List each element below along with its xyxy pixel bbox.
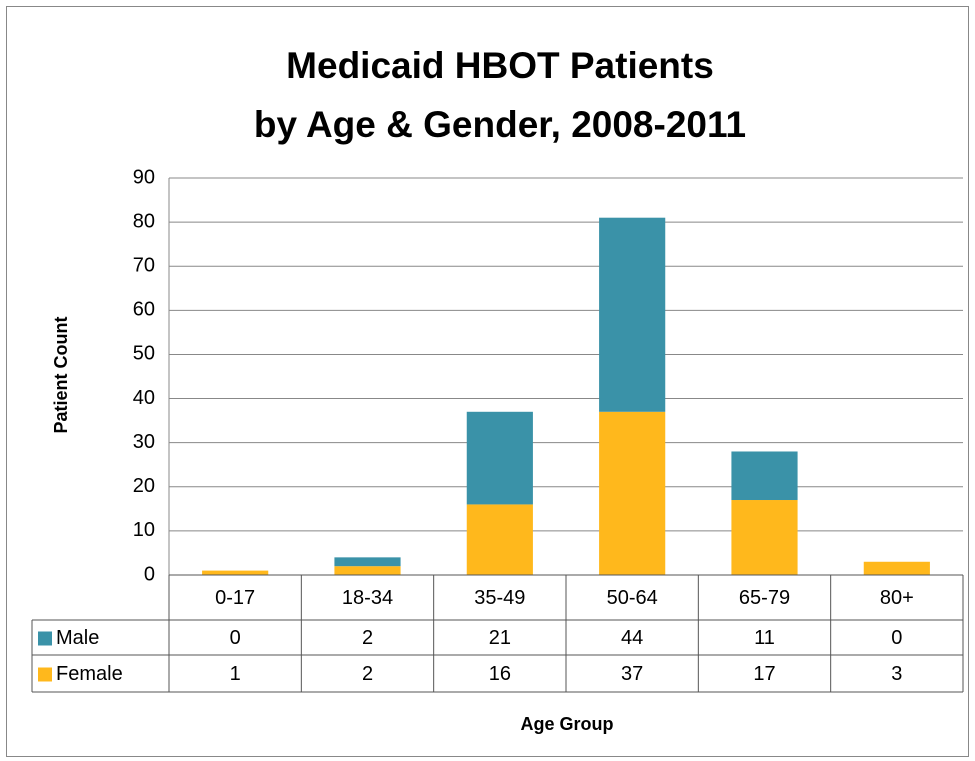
x-tick-label: 65-79 <box>739 587 790 609</box>
x-tick-label: 0-17 <box>215 587 255 609</box>
y-tick-label: 90 <box>133 166 155 188</box>
chart-title: by Age & Gender, 2008-2011 <box>254 104 746 145</box>
table-value: 1 <box>230 663 241 685</box>
y-tick-label: 60 <box>133 299 155 321</box>
legend-swatch <box>38 631 52 646</box>
bar-segment <box>466 504 533 575</box>
chart-title: Medicaid HBOT Patients <box>286 45 714 86</box>
y-axis-title: Patient Count <box>51 317 71 434</box>
y-tick-label: 20 <box>133 475 155 497</box>
table-value: 44 <box>621 627 643 649</box>
y-tick-label: 0 <box>144 563 155 585</box>
y-tick-label: 50 <box>133 343 155 365</box>
legend-swatch <box>38 667 52 682</box>
x-tick-label: 50-64 <box>607 587 658 609</box>
table-value: 17 <box>753 663 775 685</box>
x-tick-label: 80+ <box>880 587 914 609</box>
y-tick-label: 10 <box>133 519 155 541</box>
bar-segment <box>731 451 798 501</box>
bar-segment <box>731 500 798 575</box>
y-tick-label: 30 <box>133 431 155 453</box>
table-value: 2 <box>362 663 373 685</box>
bar-segment <box>466 411 533 505</box>
bar-segment <box>202 570 269 575</box>
table-value: 2 <box>362 627 373 649</box>
legend-label: Female <box>56 663 123 685</box>
table-value: 11 <box>754 627 775 649</box>
bar-segment <box>334 557 401 567</box>
table-value: 21 <box>489 627 511 649</box>
table-value: 0 <box>891 627 902 649</box>
y-tick-label: 70 <box>133 255 155 277</box>
bar-segment <box>599 411 666 575</box>
chart-border <box>6 6 969 757</box>
x-tick-label: 18-34 <box>342 587 393 609</box>
bar-segment <box>599 217 666 412</box>
y-tick-label: 80 <box>133 210 155 232</box>
x-axis-title: Age Group <box>521 714 614 734</box>
table-value: 3 <box>891 663 902 685</box>
legend-label: Male <box>56 627 99 649</box>
bar-segment <box>863 561 930 575</box>
y-tick-label: 40 <box>133 387 155 409</box>
table-value: 16 <box>489 663 511 685</box>
x-tick-label: 35-49 <box>474 587 525 609</box>
bar-segment <box>334 566 401 575</box>
table-value: 37 <box>621 663 643 685</box>
table-value: 0 <box>230 627 241 649</box>
